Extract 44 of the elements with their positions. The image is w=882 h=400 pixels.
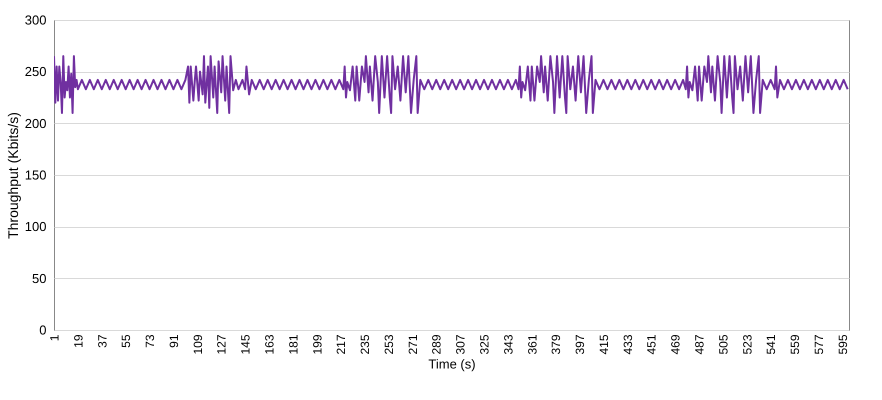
y-tick-label: 300 xyxy=(24,12,46,28)
x-tick-label: 343 xyxy=(501,334,516,355)
x-tick-label: 19 xyxy=(71,334,86,348)
y-tick-label: 200 xyxy=(24,116,46,131)
x-tick-label: 559 xyxy=(788,334,802,355)
y-tick-label: 0 xyxy=(39,322,46,338)
x-tick-label: 469 xyxy=(668,334,683,355)
x-tick-label: 235 xyxy=(358,334,372,355)
x-tick-label: 145 xyxy=(238,334,253,355)
y-tick-label: 50 xyxy=(32,270,46,286)
x-tick-label: 253 xyxy=(382,334,396,355)
x-tick-label: 433 xyxy=(620,334,635,355)
x-tick-label: 109 xyxy=(190,334,205,355)
y-axis-title: Throughput (Kbits/s) xyxy=(4,112,21,239)
x-tick-label: 451 xyxy=(644,334,659,355)
x-tick-label: 541 xyxy=(764,334,778,355)
x-axis-title: Time (s) xyxy=(428,356,476,372)
x-tick-label: 487 xyxy=(692,334,707,355)
x-tick-label: 73 xyxy=(143,334,158,348)
x-tick-label: 325 xyxy=(478,334,492,355)
y-tick-label: 100 xyxy=(24,219,46,234)
x-tick-label: 217 xyxy=(334,334,348,355)
x-tick-label: 199 xyxy=(310,334,324,355)
x-tick-label: 91 xyxy=(166,334,181,348)
x-tick-label: 37 xyxy=(95,334,110,348)
x-tick-label: 361 xyxy=(525,334,540,355)
x-tick-label: 595 xyxy=(836,334,850,355)
x-tick-label: 1 xyxy=(48,334,62,342)
x-tick-label: 163 xyxy=(262,334,277,355)
x-tick-label: 505 xyxy=(716,334,730,355)
y-tick-label: 150 xyxy=(24,168,46,182)
x-tick-label: 577 xyxy=(812,334,826,355)
x-tick-label: 271 xyxy=(406,334,420,355)
x-tick-label: 55 xyxy=(119,334,134,348)
x-tick-label: 379 xyxy=(549,334,564,355)
x-tick-label: 289 xyxy=(430,334,444,355)
x-tick-label: 307 xyxy=(454,334,468,355)
line-series xyxy=(54,55,849,114)
x-tick-label: 127 xyxy=(214,334,229,355)
y-tick-label: 250 xyxy=(24,64,46,80)
x-tick-label: 523 xyxy=(740,334,754,355)
x-tick-label: 181 xyxy=(286,334,300,355)
x-tick-label: 397 xyxy=(573,334,588,355)
x-tick-label: 415 xyxy=(596,334,611,355)
